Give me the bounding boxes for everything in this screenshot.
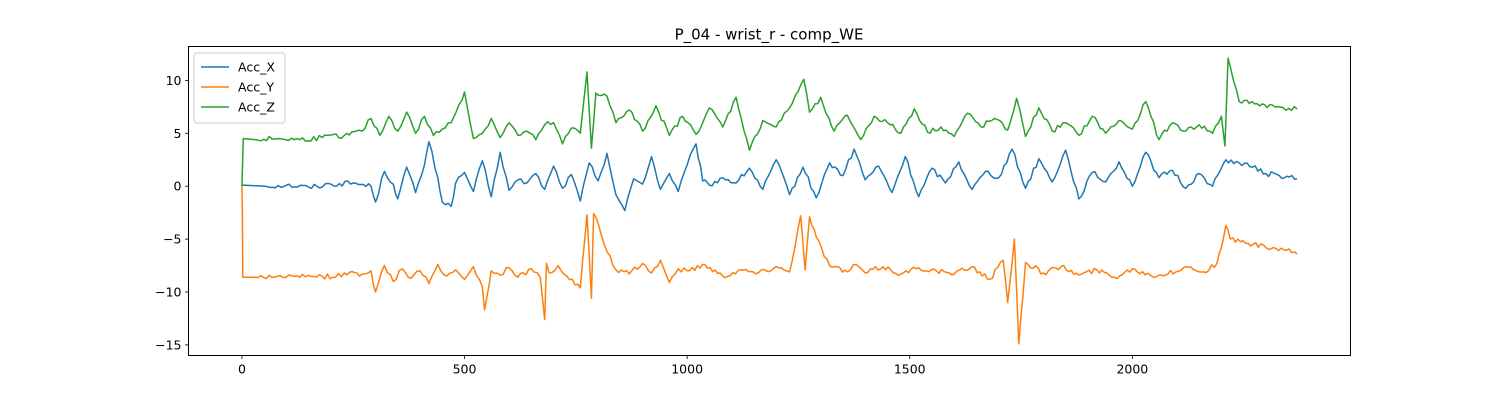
y-tick-label: −10: [155, 285, 181, 300]
legend-box: [193, 52, 286, 124]
y-tick-label: −15: [155, 337, 181, 352]
x-tick-label: 1000: [671, 362, 703, 377]
x-tick-label: 2000: [1116, 362, 1148, 377]
x-tick-label: 0: [238, 362, 246, 377]
x-tick-label: 500: [453, 362, 477, 377]
x-tick-label: 1500: [894, 362, 926, 377]
series-line-acc-z: [241, 57, 1298, 187]
legend: Acc_X Acc_Y Acc_Z: [193, 52, 286, 124]
legend-label-acc-z: Acc_Z: [238, 100, 275, 115]
series-lines: [241, 57, 1298, 345]
y-tick-label: −5: [163, 232, 181, 247]
y-tick-label: 5: [174, 126, 182, 141]
x-axis: 0 500 1000 1500 2000: [238, 355, 1148, 377]
series-line-acc-x: [241, 140, 1298, 212]
series-line-acc-y: [241, 186, 1298, 345]
legend-label-acc-x: Acc_X: [238, 60, 275, 75]
legend-label-acc-y: Acc_Y: [238, 80, 274, 95]
plot-frame: [188, 46, 1351, 356]
y-tick-label: 0: [174, 179, 182, 194]
chart-title: P_04 - wrist_r - comp_WE: [675, 26, 864, 45]
y-tick-label: 10: [166, 73, 182, 88]
y-axis: 10 5 0 −5 −10 −15: [155, 73, 189, 352]
